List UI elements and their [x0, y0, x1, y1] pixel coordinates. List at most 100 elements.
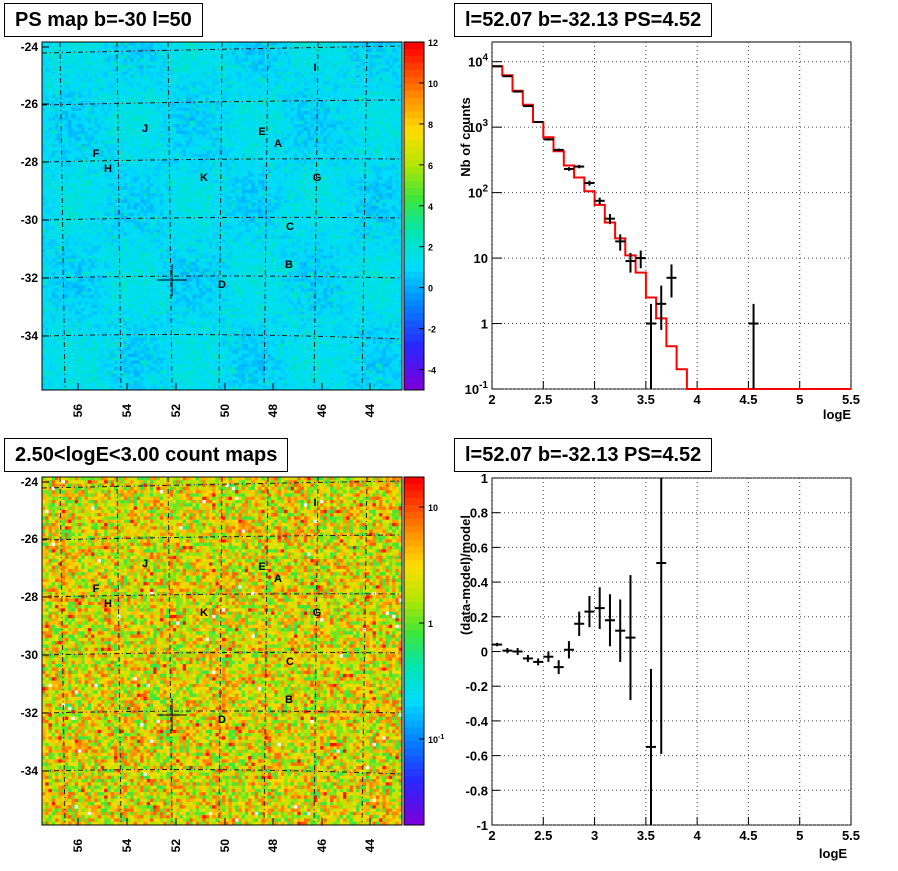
- colorbar-cell: [404, 188, 424, 195]
- colorbar-tick-label: 8: [428, 120, 433, 130]
- colorbar-cell: [404, 251, 424, 258]
- map-y-tick: -26: [21, 97, 39, 111]
- colorbar-cell: [404, 216, 424, 223]
- map-x-tick: 44: [363, 839, 377, 853]
- colorbar-cell: [404, 160, 424, 167]
- source-label-K: K: [200, 607, 208, 619]
- spectrum-x-tick: 5: [796, 392, 803, 407]
- colorbar-cell: [404, 265, 424, 272]
- source-label-C: C: [286, 656, 294, 668]
- colorbar-cell: [404, 595, 424, 602]
- colorbar-cell: [404, 286, 424, 293]
- colorbar-cell: [404, 223, 424, 230]
- colorbar-cell: [404, 320, 424, 327]
- colorbar-cell: [404, 119, 424, 126]
- colorbar-cell: [404, 167, 424, 174]
- spectrum-x-tick: 5.5: [842, 392, 860, 407]
- colorbar-cell: [404, 609, 424, 616]
- colorbar-cell: [404, 707, 424, 714]
- spectrum-y-tick: 10-1: [465, 380, 489, 397]
- colorbar-cell: [404, 272, 424, 279]
- colorbar-cell: [404, 790, 424, 797]
- residual-x-tick: 2: [488, 828, 495, 843]
- colorbar-cell: [404, 91, 424, 98]
- colorbar-cell: [404, 195, 424, 202]
- colorbar-cell: [404, 174, 424, 181]
- source-label-B: B: [285, 694, 293, 706]
- colorbar-cell: [404, 383, 424, 390]
- map-y-tick: -34: [21, 329, 39, 343]
- colorbar-cell: [404, 672, 424, 679]
- colorbar-cell: [404, 306, 424, 313]
- source-label-A: A: [274, 138, 282, 150]
- colorbar-cell: [404, 49, 424, 56]
- colorbar-cell: [404, 554, 424, 561]
- map-x-tick: 52: [169, 404, 183, 418]
- source-label-A: A: [274, 573, 282, 585]
- colorbar-cell: [404, 355, 424, 362]
- residual-x-label: logE: [819, 846, 847, 861]
- spectrum-y-tick: 1: [481, 317, 488, 332]
- source-label-H: H: [104, 598, 112, 610]
- spectrum-x-tick: 2.5: [534, 392, 552, 407]
- colorbar-cell: [404, 348, 424, 355]
- map-x-tick: 48: [266, 404, 280, 418]
- map-y-tick: -30: [21, 213, 39, 227]
- residual-y-label: (data-model)/model: [458, 515, 473, 635]
- colorbar-cell: [404, 658, 424, 665]
- spectrum-y-tick: 104: [468, 53, 488, 70]
- colorbar-cell: [404, 132, 424, 139]
- count-map-heatmap: [42, 477, 402, 825]
- map-y-tick: -30: [21, 648, 39, 662]
- colorbar-tick-label: 12: [428, 38, 438, 48]
- colorbar-tick-label: 6: [428, 161, 433, 171]
- colorbar-cell: [404, 230, 424, 237]
- colorbar-cell: [404, 686, 424, 693]
- colorbar-cell: [404, 293, 424, 300]
- colorbar-tick-label: 0: [428, 284, 433, 294]
- colorbar-cell: [404, 644, 424, 651]
- map-x-tick: 54: [120, 404, 134, 418]
- source-label-D: D: [218, 714, 226, 726]
- colorbar-cell: [404, 574, 424, 581]
- residual-y-tick: 0: [481, 645, 488, 660]
- colorbar-cell: [404, 512, 424, 519]
- colorbar-cell: [404, 741, 424, 748]
- source-label-B: B: [285, 259, 293, 271]
- spectrum-frame: [492, 42, 851, 389]
- colorbar-cell: [404, 334, 424, 341]
- residual-y-tick: -0.2: [466, 679, 488, 694]
- colorbar-cell: [404, 519, 424, 526]
- map-x-tick: 48: [266, 839, 280, 853]
- residual-y-tick: -0.6: [466, 749, 488, 764]
- colorbar-cell: [404, 491, 424, 498]
- spectrum-y-label: Nb of counts: [458, 97, 473, 176]
- spectrum-x-tick: 3: [591, 392, 598, 407]
- colorbar-cell: [404, 112, 424, 119]
- colorbar-tick-label: 2: [428, 243, 433, 253]
- map-x-tick: 52: [169, 839, 183, 853]
- colorbar-cell: [404, 776, 424, 783]
- source-label-F: F: [93, 583, 100, 595]
- map-y-tick: -28: [21, 155, 39, 169]
- colorbar-cell: [404, 602, 424, 609]
- source-label-F: F: [93, 148, 100, 160]
- colorbar-cell: [404, 505, 424, 512]
- colorbar-tick-label: 1: [428, 619, 433, 629]
- map-y-tick: -32: [21, 271, 39, 285]
- source-label-I: I: [313, 62, 316, 74]
- colorbar-cell: [404, 313, 424, 320]
- colorbar-cell: [404, 748, 424, 755]
- map-x-tick: 50: [218, 839, 232, 853]
- colorbar-cell: [404, 818, 424, 825]
- colorbar-cell: [404, 811, 424, 818]
- map-y-tick: -26: [21, 532, 39, 546]
- spectrum-x-label: logE: [823, 407, 851, 422]
- residual-y-tick: -1: [476, 818, 488, 833]
- residual-y-tick: 1: [481, 471, 488, 486]
- colorbar-cell: [404, 721, 424, 728]
- colorbar-cell: [404, 300, 424, 307]
- colorbar-tick-label: -2: [428, 325, 436, 335]
- colorbar-cell: [404, 797, 424, 804]
- colorbar-cell: [404, 153, 424, 160]
